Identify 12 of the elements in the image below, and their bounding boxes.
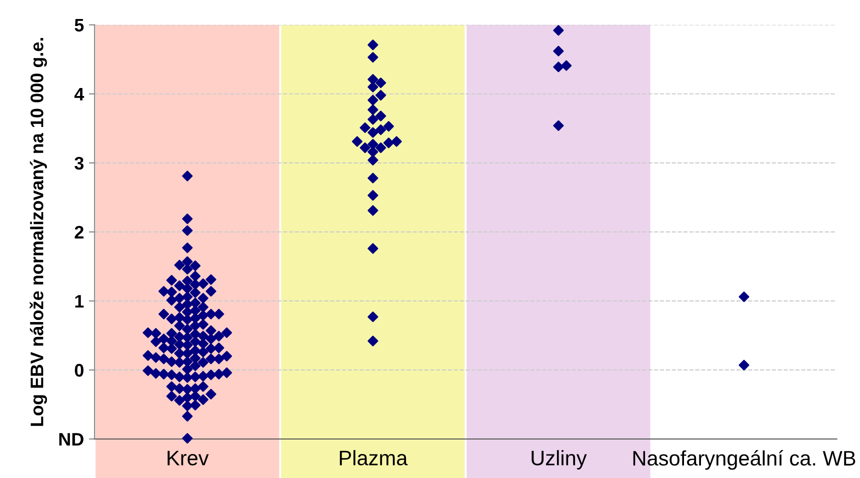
x-tick-label: Krev bbox=[168, 450, 209, 466]
x-tick-label: Plazma bbox=[340, 450, 408, 466]
y-tick-label: 5 bbox=[74, 18, 84, 32]
x-tick-label: Uzliny bbox=[532, 450, 587, 470]
y-tick-label: 3 bbox=[74, 156, 84, 170]
y-tick-label: 0 bbox=[74, 364, 84, 377]
x-tick-label: Nasofaryngeální ca. WB bbox=[633, 450, 856, 470]
y-tick-label: 2 bbox=[74, 226, 84, 238]
y-tick-label: 1 bbox=[75, 295, 84, 308]
y-axis-title: Log EBV nálože normalizovaný na 10 000 g.e. bbox=[30, 38, 47, 426]
y-tick-label: ND bbox=[59, 433, 84, 446]
y-tick-label: 4 bbox=[74, 88, 84, 100]
